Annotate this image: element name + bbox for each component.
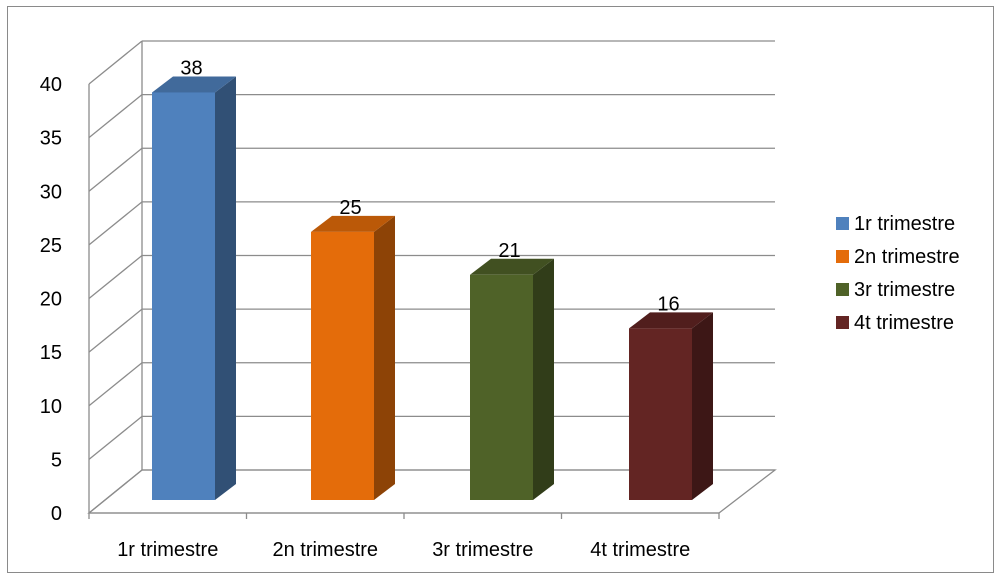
legend-swatch bbox=[836, 283, 849, 296]
gridline-side bbox=[88, 94, 143, 139]
gridline-side bbox=[88, 40, 143, 85]
gridline-side bbox=[88, 147, 143, 192]
bar-top bbox=[629, 312, 713, 329]
gridline-side bbox=[88, 254, 143, 300]
data-label: 16 bbox=[657, 293, 679, 315]
legend-swatch bbox=[836, 217, 849, 230]
gridline-side bbox=[88, 308, 143, 353]
y-tick-label: 10 bbox=[40, 396, 62, 418]
legend-label: 1r trimestre bbox=[854, 213, 955, 235]
x-tick-label: 3r trimestre bbox=[432, 539, 533, 561]
x-tick-label: 2n trimestre bbox=[272, 539, 378, 561]
data-label: 38 bbox=[180, 57, 202, 79]
bar-top bbox=[152, 76, 236, 93]
data-label: 25 bbox=[339, 197, 361, 219]
bar-side bbox=[215, 76, 236, 500]
bar-4 bbox=[629, 328, 692, 500]
bar-3 bbox=[470, 274, 533, 500]
y-tick-label: 20 bbox=[40, 289, 62, 311]
bar-top bbox=[311, 215, 395, 232]
legend-swatch bbox=[836, 316, 849, 329]
y-tick-label: 15 bbox=[40, 342, 62, 364]
y-tick-label: 0 bbox=[51, 503, 62, 525]
legend-label: 2n trimestre bbox=[854, 246, 960, 268]
bar-side bbox=[374, 215, 395, 500]
x-tick-label: 4t trimestre bbox=[590, 539, 690, 561]
legend-swatch bbox=[836, 250, 849, 263]
gridline-side bbox=[88, 362, 143, 407]
legend-label: 3r trimestre bbox=[854, 279, 955, 301]
legend-label: 4t trimestre bbox=[854, 312, 954, 334]
bar-top bbox=[470, 258, 554, 275]
y-tick-label: 35 bbox=[40, 128, 62, 150]
y-tick-label: 25 bbox=[40, 235, 62, 257]
bar-side bbox=[692, 312, 713, 500]
y-tick-label: 40 bbox=[40, 74, 62, 96]
bar-2 bbox=[311, 231, 374, 500]
x-tick-label: 1r trimestre bbox=[117, 539, 218, 561]
y-tick-label: 30 bbox=[40, 181, 62, 203]
gridline-side bbox=[88, 415, 143, 460]
data-label: 21 bbox=[498, 240, 520, 262]
gridline-side bbox=[88, 201, 143, 246]
bar-1 bbox=[152, 92, 215, 500]
bar-side bbox=[533, 258, 554, 500]
y-tick-label: 5 bbox=[51, 449, 62, 471]
